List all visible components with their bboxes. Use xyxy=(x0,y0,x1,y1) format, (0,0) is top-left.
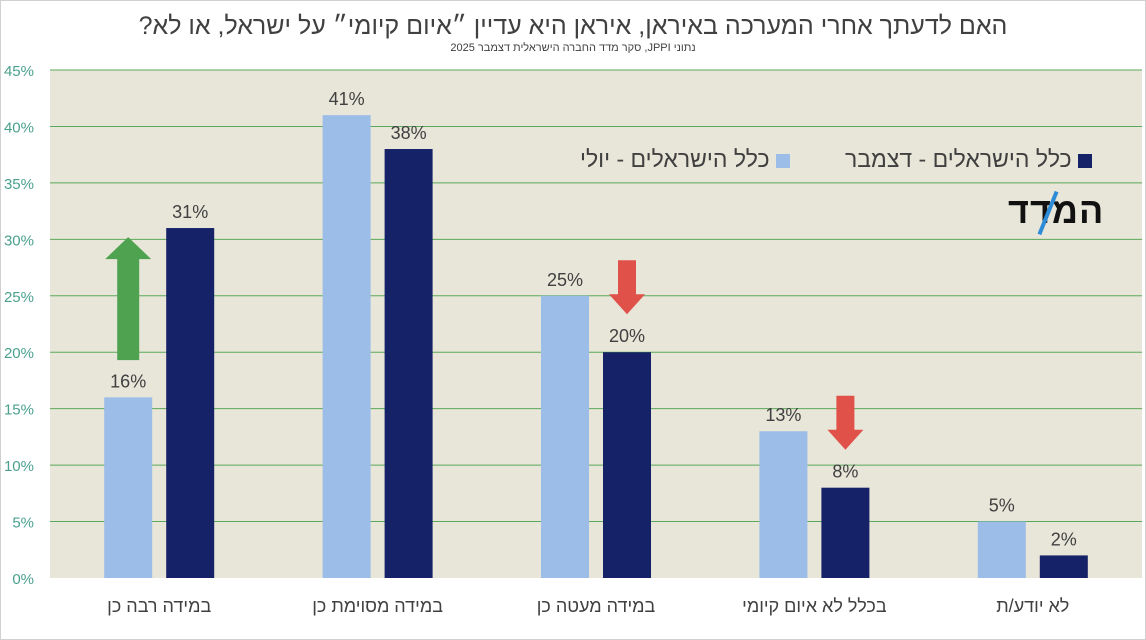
y-tick-label: 15% xyxy=(4,402,34,419)
legend-december-label: כלל הישראלים - דצמבר xyxy=(845,146,1072,172)
bar-december xyxy=(603,352,651,578)
legend-july-label: כלל הישראלים - יולי xyxy=(580,146,770,172)
decrease-arrow-icon xyxy=(609,260,645,315)
bar-july xyxy=(322,115,371,579)
y-tick-label: 20% xyxy=(4,345,34,362)
data-label: 25% xyxy=(547,270,583,290)
bar-december xyxy=(384,149,433,578)
data-label: 31% xyxy=(172,202,208,222)
data-label: 8% xyxy=(832,462,858,482)
y-tick-label: 0% xyxy=(12,571,34,588)
bar-december xyxy=(166,228,215,579)
chart-subtitle: נתוני JPPI, סקר מדד החברה הישראלית דצמבר… xyxy=(450,42,696,54)
data-label: 20% xyxy=(609,326,645,346)
data-label: 2% xyxy=(1051,529,1077,549)
data-label: 16% xyxy=(110,371,146,391)
decrease-arrow-icon xyxy=(827,395,864,450)
y-tick-label: 10% xyxy=(4,458,34,475)
increase-arrow-icon xyxy=(105,237,152,361)
y-tick-label: 45% xyxy=(4,63,34,80)
y-tick-label: 25% xyxy=(4,289,34,306)
chart-title: האם לדעתך אחרי המערכה באיראן, איראן היא … xyxy=(138,12,1008,40)
y-tick-label: 40% xyxy=(4,119,34,136)
bar-july xyxy=(541,295,589,578)
data-label: 41% xyxy=(329,89,365,109)
bar-july xyxy=(759,431,808,578)
legend-december: כלל הישראלים - דצמבר xyxy=(845,146,1093,173)
y-tick-label: 5% xyxy=(12,515,34,532)
y-tick-label: 35% xyxy=(4,176,34,193)
bar-july xyxy=(977,521,1026,578)
legend-july: כלל הישראלים - יולי xyxy=(580,146,790,173)
data-label: 5% xyxy=(989,496,1015,516)
bar-december xyxy=(1039,555,1088,578)
data-label: 38% xyxy=(391,123,427,143)
category-label: במידה רבה כן xyxy=(107,596,211,616)
category-label: לא יודע/ת xyxy=(996,596,1069,616)
data-label: 13% xyxy=(765,405,801,425)
y-tick-label: 30% xyxy=(4,232,34,249)
plot-area xyxy=(50,70,1142,578)
legend-july-swatch xyxy=(776,153,790,168)
category-label: במידה מעטה כן xyxy=(537,596,656,616)
category-label: בכלל לא איום קיומי xyxy=(742,596,887,616)
category-label: במידה מסוימת כן xyxy=(312,596,443,616)
bar-december xyxy=(821,487,870,578)
bar-july xyxy=(104,397,153,578)
legend-december-swatch xyxy=(1078,153,1093,168)
